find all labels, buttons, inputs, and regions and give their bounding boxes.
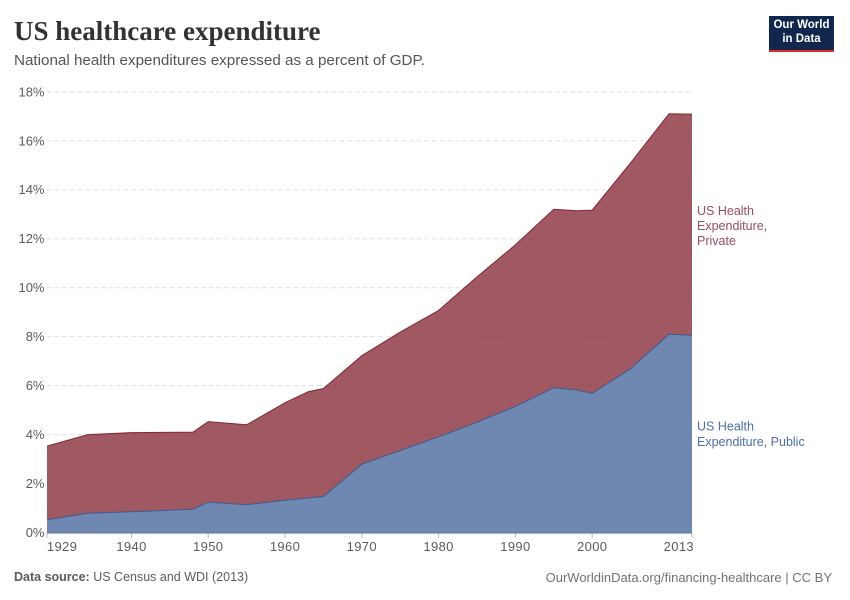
svg-text:1980: 1980 <box>423 539 453 554</box>
svg-text:12%: 12% <box>18 231 44 246</box>
svg-text:0%: 0% <box>26 525 45 540</box>
svg-text:10%: 10% <box>18 280 44 295</box>
svg-text:16%: 16% <box>18 133 44 148</box>
svg-text:18%: 18% <box>18 84 44 99</box>
svg-text:US Health: US Health <box>697 204 754 218</box>
svg-text:Expenditure,: Expenditure, <box>697 219 767 233</box>
svg-text:1950: 1950 <box>193 539 223 554</box>
svg-text:2013: 2013 <box>664 539 694 554</box>
svg-text:14%: 14% <box>18 182 44 197</box>
svg-text:US Health: US Health <box>697 420 754 434</box>
svg-text:1940: 1940 <box>116 539 146 554</box>
svg-text:1929: 1929 <box>47 539 77 554</box>
svg-text:1960: 1960 <box>270 539 300 554</box>
svg-text:Expenditure, Public: Expenditure, Public <box>697 435 805 449</box>
svg-text:6%: 6% <box>26 378 45 393</box>
svg-text:4%: 4% <box>26 427 45 442</box>
svg-text:2000: 2000 <box>577 539 607 554</box>
svg-text:1970: 1970 <box>347 539 377 554</box>
svg-text:1990: 1990 <box>500 539 530 554</box>
svg-text:Private: Private <box>697 234 736 248</box>
svg-text:8%: 8% <box>26 329 45 344</box>
svg-text:2%: 2% <box>26 476 45 491</box>
